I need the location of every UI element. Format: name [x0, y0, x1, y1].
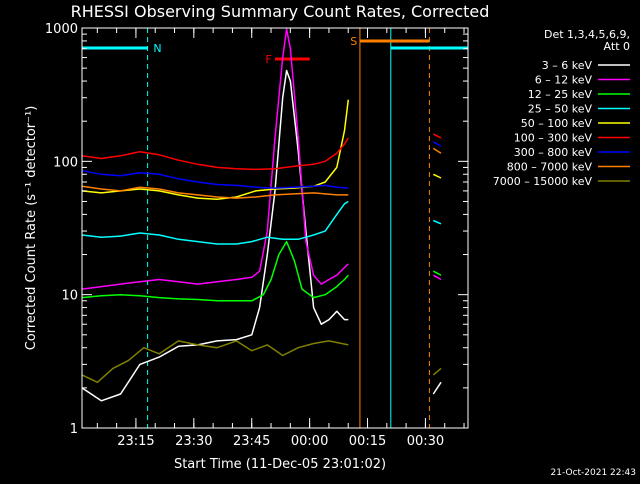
legend-header: Att 0: [604, 40, 630, 53]
post-saa-series-line-2: [432, 147, 442, 154]
y-tick-label: 10: [61, 289, 78, 304]
y-tick-label: 1000: [45, 22, 78, 37]
legend-entry-label: 25 – 50 keV: [528, 103, 593, 116]
legend-entry-label: 300 – 800 keV: [514, 146, 593, 159]
series-line-8: [81, 340, 349, 384]
chart-title: RHESSI Observing Summary Count Rates, Co…: [71, 2, 490, 21]
post-saa-series-line-1: [432, 141, 442, 147]
x-axis-label: Start Time (11-Dec-05 23:01:02): [174, 457, 386, 472]
y-axis-label: Corrected Count Rate (s⁻¹ detector⁻¹): [24, 106, 39, 351]
series-line-3: [81, 200, 349, 245]
legend-entry-label: 3 – 6 keV: [542, 59, 593, 72]
post-saa-series-line-0: [432, 133, 442, 139]
series-line-6: [81, 169, 349, 189]
legend-entry-label: 12 – 25 keV: [528, 88, 593, 101]
plot-frame: [81, 27, 469, 429]
y-tick-label: 100: [53, 155, 78, 170]
x-tick-label: 00:15: [349, 434, 386, 449]
legend-header: Det 1,3,4,5,6,9,: [544, 28, 630, 41]
post-saa-series-line-8: [432, 381, 442, 395]
series-line-4: [81, 99, 350, 200]
footer-timestamp: 21-Oct-2021 22:43: [551, 468, 636, 478]
post-saa-series-line-3: [432, 173, 442, 179]
series-line-1: [81, 28, 349, 290]
legend-entry-label: 6 – 12 keV: [535, 74, 593, 87]
x-tick-label: 23:15: [117, 434, 154, 449]
legend-entry-label: 100 – 300 keV: [514, 132, 593, 145]
x-tick-label: 00:00: [291, 434, 328, 449]
post-saa-series-line-7: [432, 367, 442, 376]
post-saa-series-line-6: [432, 274, 442, 281]
legend-entry-label: 800 – 7000 keV: [507, 161, 593, 174]
axes: 1 10 100 1000 23:15 23:30 23:45 00:00 00:15 00:30: [45, 22, 468, 449]
post-saa-series-line-5: [432, 270, 442, 276]
x-tick-label: 23:45: [233, 434, 270, 449]
x-tick-label: 00:30: [407, 434, 444, 449]
night-label: N: [153, 42, 161, 55]
x-tick-label: 23:30: [175, 434, 212, 449]
series-line-7: [81, 185, 349, 199]
saa-label: S: [350, 35, 357, 48]
series-line-2: [81, 240, 349, 302]
post-saa-series-line-4: [433, 219, 442, 225]
legend-entry-label: 7000 – 15000 keV: [493, 175, 593, 188]
legend: Det 1,3,4,5,6,9,Att 0 3 – 6 keV 6 – 12 keV…: [493, 28, 630, 188]
series-line-0: [81, 69, 349, 402]
flare-label: F: [265, 53, 271, 66]
series-layer: [81, 28, 442, 402]
observation-markers: N S F: [81, 28, 468, 428]
y-tick-label: 1: [70, 422, 78, 437]
legend-entry-label: 50 – 100 keV: [521, 117, 593, 130]
series-line-5: [81, 137, 349, 171]
